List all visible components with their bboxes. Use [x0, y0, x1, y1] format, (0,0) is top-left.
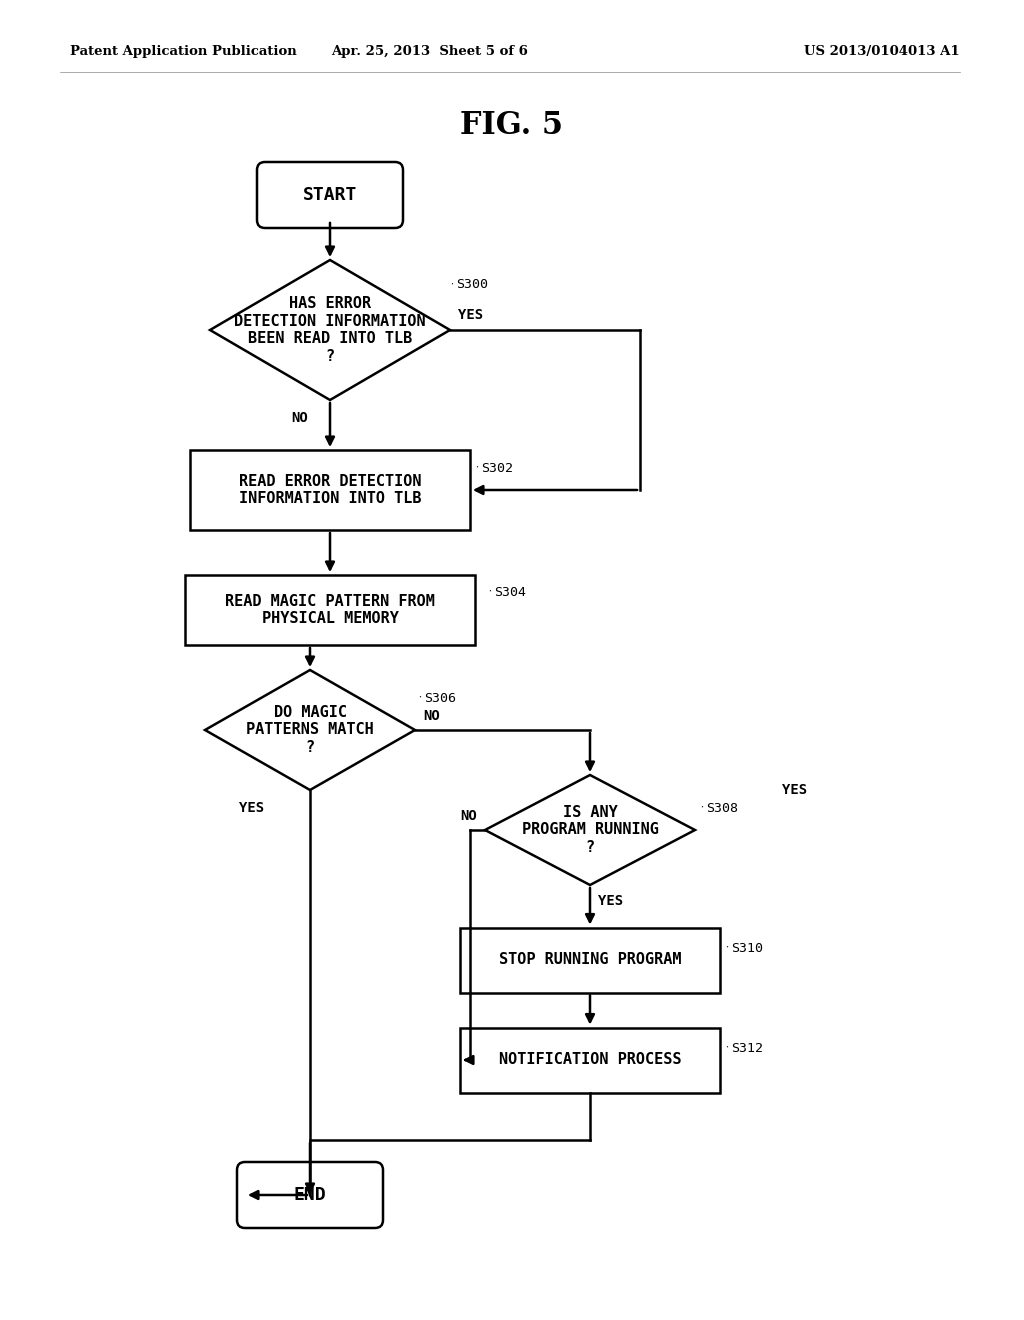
Text: YES: YES — [782, 783, 808, 797]
Text: NO: NO — [423, 709, 439, 723]
Text: S300: S300 — [456, 279, 488, 292]
FancyBboxPatch shape — [237, 1162, 383, 1228]
Text: YES: YES — [240, 801, 264, 814]
Text: READ ERROR DETECTION
INFORMATION INTO TLB: READ ERROR DETECTION INFORMATION INTO TL… — [239, 474, 421, 506]
Text: S310: S310 — [731, 941, 763, 954]
Text: S306: S306 — [424, 692, 456, 705]
Text: NO: NO — [460, 809, 477, 822]
Text: YES: YES — [458, 308, 483, 322]
Polygon shape — [485, 775, 695, 884]
Polygon shape — [205, 671, 415, 789]
Text: Apr. 25, 2013  Sheet 5 of 6: Apr. 25, 2013 Sheet 5 of 6 — [332, 45, 528, 58]
Text: S308: S308 — [706, 801, 738, 814]
Bar — [460, 1027, 720, 1093]
Text: S312: S312 — [731, 1041, 763, 1055]
Text: US 2013/0104013 A1: US 2013/0104013 A1 — [805, 45, 961, 58]
Text: NOTIFICATION PROCESS: NOTIFICATION PROCESS — [499, 1052, 681, 1068]
Bar — [185, 576, 475, 645]
FancyBboxPatch shape — [257, 162, 403, 228]
Text: READ MAGIC PATTERN FROM
PHYSICAL MEMORY: READ MAGIC PATTERN FROM PHYSICAL MEMORY — [225, 594, 435, 626]
Bar — [190, 450, 470, 531]
Text: S302: S302 — [481, 462, 513, 474]
Text: S304: S304 — [494, 586, 526, 598]
Text: DO MAGIC
PATTERNS MATCH
?: DO MAGIC PATTERNS MATCH ? — [246, 705, 374, 755]
Text: STOP RUNNING PROGRAM: STOP RUNNING PROGRAM — [499, 953, 681, 968]
Text: IS ANY
PROGRAM RUNNING
?: IS ANY PROGRAM RUNNING ? — [521, 805, 658, 855]
Text: YES: YES — [598, 894, 624, 908]
Bar — [460, 928, 720, 993]
Text: HAS ERROR
DETECTION INFORMATION
BEEN READ INTO TLB
?: HAS ERROR DETECTION INFORMATION BEEN REA… — [234, 297, 426, 363]
Text: END: END — [294, 1185, 327, 1204]
Text: Patent Application Publication: Patent Application Publication — [70, 45, 297, 58]
Text: FIG. 5: FIG. 5 — [461, 110, 563, 140]
Text: START: START — [303, 186, 357, 205]
Polygon shape — [210, 260, 450, 400]
Text: NO: NO — [292, 411, 308, 425]
